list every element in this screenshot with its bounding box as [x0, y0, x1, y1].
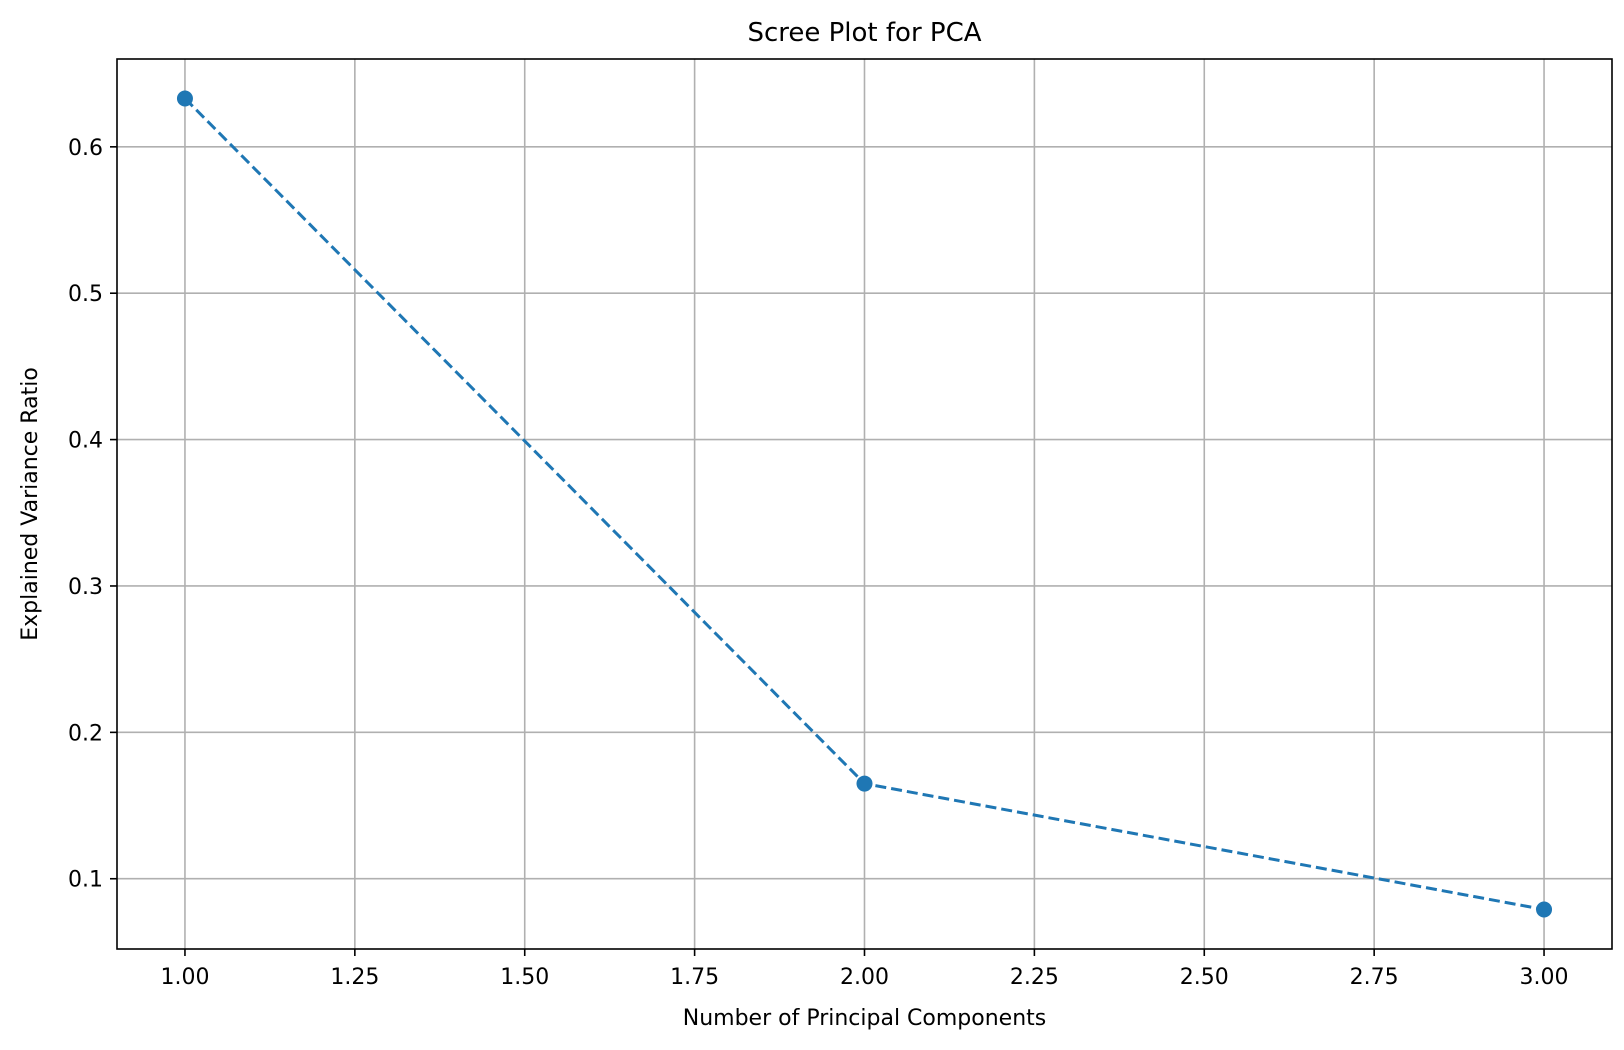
y-axis-ticks: 0.1 0.2 0.3 0.4 0.5 0.6: [68, 136, 117, 893]
x-tick-label: 2.25: [1010, 965, 1059, 990]
y-tick-label: 0.1: [68, 868, 103, 893]
y-tick-label: 0.6: [68, 136, 103, 161]
grid-lines: [117, 59, 1612, 949]
x-axis-ticks: 1.00 1.25 1.50 1.75 2.00 2.25 2.50 2.75 3.00: [160, 949, 1569, 990]
x-tick-label: 1.75: [670, 965, 719, 990]
x-axis-label: Number of Principal Components: [683, 1006, 1047, 1031]
y-axis-label: Explained Variance Ratio: [18, 367, 43, 641]
y-tick-label: 0.5: [68, 282, 103, 307]
data-point-marker: [856, 775, 873, 792]
chart-title: Scree Plot for PCA: [747, 18, 981, 48]
x-tick-label: 2.50: [1180, 965, 1229, 990]
series-layer: [176, 90, 1553, 918]
data-point-marker: [1536, 901, 1553, 918]
y-tick-label: 0.3: [68, 575, 103, 600]
y-tick-label: 0.2: [68, 721, 103, 746]
x-tick-label: 1.00: [160, 965, 209, 990]
data-point-marker: [176, 90, 193, 107]
x-tick-label: 1.50: [500, 965, 549, 990]
x-tick-label: 2.75: [1350, 965, 1399, 990]
x-tick-label: 2.00: [840, 965, 889, 990]
x-tick-label: 1.25: [330, 965, 379, 990]
x-tick-label: 3.00: [1520, 965, 1569, 990]
y-tick-label: 0.4: [68, 429, 103, 454]
